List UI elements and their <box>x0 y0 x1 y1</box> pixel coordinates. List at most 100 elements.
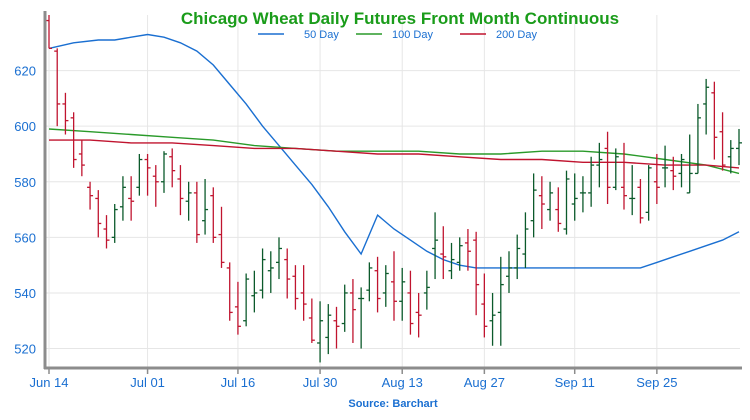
ohlc-bar <box>522 212 529 268</box>
ohlc-bar <box>267 251 274 293</box>
ohlc-bar <box>300 265 307 321</box>
ohlc-bar <box>612 148 619 191</box>
ohlc-bar <box>604 131 611 205</box>
ohlc-bar <box>440 226 447 280</box>
ohlc-bar <box>432 212 439 280</box>
ohlc-bar <box>119 176 126 221</box>
ohlc-bar <box>563 170 570 235</box>
ohlc-bar <box>481 273 488 338</box>
ohlc-bar <box>226 262 233 321</box>
ohlc-bar <box>202 178 209 235</box>
ohlc-bar <box>621 142 627 210</box>
ohlc-bar <box>464 229 471 271</box>
ohlc-bar <box>333 306 340 349</box>
ohlc-bar <box>653 153 660 205</box>
ohlc-bar <box>637 178 644 224</box>
axes <box>43 11 742 370</box>
ohlc-bar <box>136 153 143 196</box>
ohlc-bar <box>185 181 192 221</box>
ohlc-bar <box>243 273 250 327</box>
ohlc-bar <box>177 165 184 216</box>
x-tick-label: Aug 27 <box>464 375 505 390</box>
ohlc-bar <box>87 181 94 210</box>
ma-line-200-day <box>49 139 740 169</box>
ohlc-bar <box>234 281 241 335</box>
ohlc-bar <box>670 156 677 191</box>
ohlc-bar <box>374 256 381 313</box>
ohlc-bar <box>341 284 348 332</box>
ohlc-bar <box>251 270 258 313</box>
x-tick-label: Jul 16 <box>221 375 256 390</box>
ohlc-bar <box>588 156 595 207</box>
y-tick-label: 520 <box>14 342 36 357</box>
ohlc-bar <box>95 190 102 238</box>
ohlc-bar <box>210 187 217 243</box>
x-tick-label: Jun 14 <box>29 375 68 390</box>
ohlc-bar <box>456 237 463 271</box>
ohlc-bar <box>70 112 77 168</box>
ohlc-bar <box>161 151 167 193</box>
x-tick-label: Jul 01 <box>130 375 165 390</box>
ohlc-bar <box>514 234 521 280</box>
ohlc-bar <box>473 231 480 316</box>
ohlc-bar <box>391 251 397 321</box>
moving-averages <box>48 33 740 269</box>
ohlc-bar <box>629 165 636 216</box>
ohlc-bar <box>62 92 69 135</box>
ohlc-bar <box>703 78 710 135</box>
ohlc-bar <box>423 270 430 310</box>
ohlc-bar <box>169 148 176 188</box>
ohlc-bar <box>152 165 159 207</box>
ohlc-bar <box>144 153 151 196</box>
ohlc-bar <box>711 81 718 160</box>
ohlc-bar <box>54 48 61 127</box>
ohlc-bar <box>399 267 406 321</box>
ohlc-bar <box>317 301 324 363</box>
y-tick-label: 540 <box>14 286 36 301</box>
legend-label-200-day: 200 Day <box>496 29 537 41</box>
ohlc-bar <box>382 265 389 307</box>
y-tick-label: 580 <box>14 175 36 190</box>
x-tick-label: Jul 30 <box>303 375 338 390</box>
ohlc-bar <box>103 215 110 249</box>
y-tick-labels: 520 540 560 580 600 620 <box>14 64 36 357</box>
ohlc-bar <box>349 279 356 343</box>
y-tick-label: 560 <box>14 230 36 245</box>
ohlc-bar <box>415 292 422 338</box>
ohlc-bar <box>596 142 603 188</box>
ohlc-bar <box>407 270 414 335</box>
x-tick-labels: Jun 14 Jul 01 Jul 16 Jul 30 Aug 13 Aug 27 Sep … <box>29 375 677 390</box>
source-label: Source: Barchart <box>348 398 438 410</box>
ohlc-bar <box>719 112 726 171</box>
ohlc-bar <box>694 103 701 175</box>
ohlc-bar <box>218 206 225 268</box>
legend: 50 Day 100 Day 200 Day <box>258 29 537 41</box>
ohlc-bar <box>662 145 669 188</box>
gridlines <box>45 15 740 374</box>
price-bars <box>46 15 742 363</box>
ohlc-bar <box>128 176 135 221</box>
ma-line-50-day <box>48 33 740 269</box>
y-tick-label: 600 <box>14 119 36 134</box>
ohlc-bar <box>678 153 685 188</box>
ohlc-bar <box>489 292 496 346</box>
ohlc-bar <box>727 140 734 174</box>
ohlc-bar <box>497 256 504 346</box>
ma-line-100-day <box>48 128 740 175</box>
ohlc-bar <box>358 287 365 349</box>
x-tick-label: Sep 11 <box>555 375 595 390</box>
ohlc-bar <box>530 173 537 238</box>
ohlc-bar <box>78 140 85 177</box>
ohlc-bar <box>259 248 266 299</box>
y-tick-label: 620 <box>14 64 36 79</box>
x-tick-label: Sep 25 <box>636 375 677 390</box>
ohlc-bar <box>555 187 562 232</box>
ohlc-bar <box>325 304 332 355</box>
x-tick-label: Aug 13 <box>382 375 423 390</box>
chart-title: Chicago Wheat Daily Futures Front Month … <box>181 9 619 28</box>
ohlc-bar <box>547 181 554 221</box>
ohlc-bar <box>111 204 118 243</box>
ohlc-bar <box>579 176 586 213</box>
ohlc-bar <box>645 165 652 221</box>
